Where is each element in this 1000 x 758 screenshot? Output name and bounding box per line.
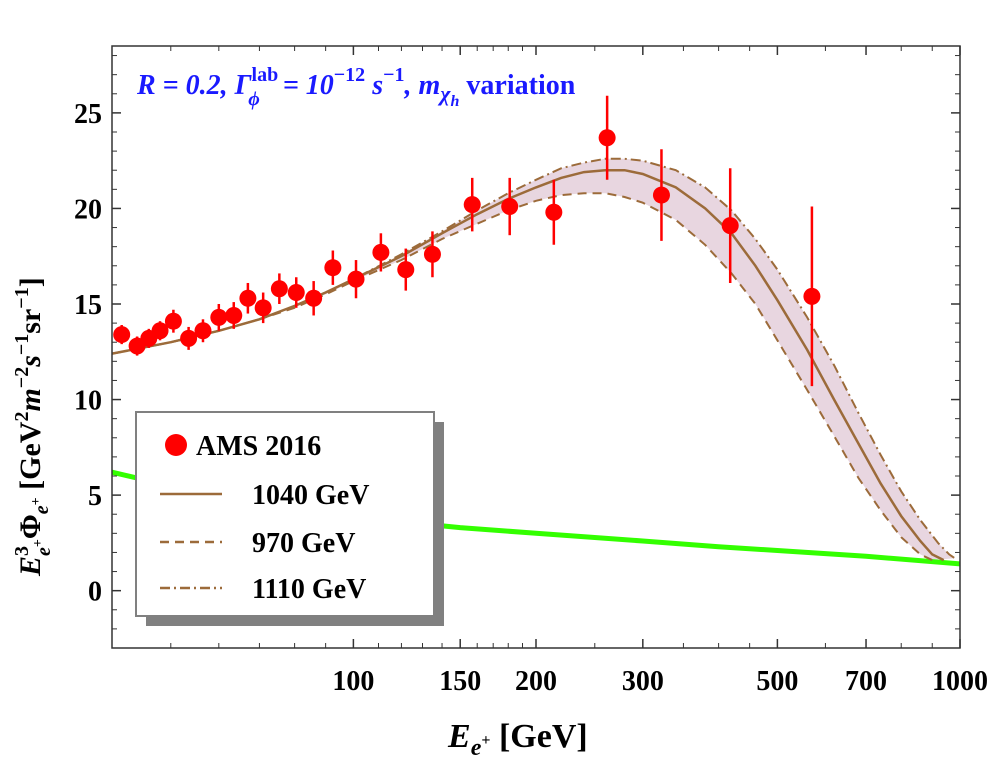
data-point — [239, 289, 257, 307]
y-tick-label: 5 — [88, 481, 102, 512]
data-point — [210, 308, 228, 326]
data-point — [598, 129, 616, 147]
y-tick-label: 20 — [74, 194, 102, 225]
legend-label-1110-gev: 1110 GeV — [252, 574, 366, 605]
y-axis-label: E3e+Φe+ [GeV2m−2s−1sr−1] — [11, 277, 55, 577]
y-tick-label: 25 — [74, 99, 102, 130]
data-point — [463, 196, 481, 214]
x-tick-label: 1000 — [932, 666, 988, 697]
data-point — [305, 289, 323, 307]
data-point — [347, 270, 365, 288]
x-tick-label: 700 — [845, 666, 887, 697]
data-point — [803, 287, 821, 305]
data-point — [545, 203, 563, 221]
x-tick-label: 300 — [622, 666, 664, 697]
data-point — [254, 299, 272, 317]
x-tick-label: 100 — [332, 666, 374, 697]
data-point — [721, 217, 739, 235]
x-axis-label: Ee+ [GeV] — [447, 718, 588, 758]
data-point — [113, 326, 131, 344]
x-tick-label: 500 — [756, 666, 798, 697]
data-point — [180, 329, 198, 347]
y-tick-label: 0 — [88, 577, 102, 608]
data-point — [194, 322, 212, 340]
data-point — [501, 198, 519, 216]
data-point — [423, 245, 441, 263]
y-tick-label: 10 — [74, 386, 102, 417]
legend-marker-ams-2016 — [165, 434, 187, 456]
x-tick-label: 200 — [515, 666, 557, 697]
data-point — [397, 261, 415, 279]
data-point — [151, 322, 169, 340]
legend-label-1040-gev: 1040 GeV — [252, 480, 369, 511]
y-tick-label: 15 — [74, 290, 102, 321]
data-point — [652, 186, 670, 204]
legend-label-970-gev: 970 GeV — [252, 528, 355, 559]
x-tick-label: 150 — [439, 666, 481, 697]
data-point — [372, 243, 390, 261]
data-point — [287, 284, 305, 302]
legend-label-ams-2016: AMS 2016 — [196, 431, 321, 462]
legend: AMS 2016 1040 GeV 970 GeV 1110 GeV — [135, 411, 444, 626]
data-point — [164, 312, 182, 330]
uncertainty-band — [112, 158, 955, 561]
plot-contents — [112, 95, 960, 567]
data-point — [324, 259, 342, 277]
plot-area: 0 5 10 15 20 25 100 150 200 300 500 700 1000 — [74, 45, 988, 697]
chart-title: R = 0.2, Γlab ϕ = 10−12 s−1, mχh variatio… — [136, 64, 576, 110]
data-point — [270, 280, 288, 298]
data-point — [225, 306, 243, 324]
